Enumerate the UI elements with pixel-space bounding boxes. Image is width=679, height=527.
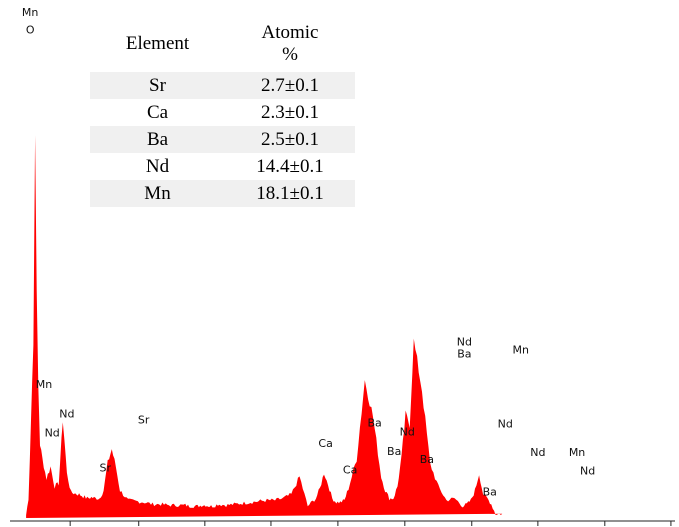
peak-label: Ca (318, 437, 332, 450)
peak-label: Ba (457, 348, 471, 361)
table-row: Sr 2.7±0.1 (90, 72, 355, 99)
cell-element: Mn (90, 180, 225, 207)
peak-label: Sr (99, 462, 111, 475)
peak-label: Ba (387, 445, 401, 458)
peak-label: Mn (22, 6, 38, 19)
table-row: Nd 14.4±0.1 (90, 153, 355, 180)
peak-label: Nd (400, 425, 415, 438)
peak-label: Ca (343, 464, 357, 477)
peak-label: Mn (36, 378, 52, 391)
header-atomic-line1: Atomic (261, 22, 319, 43)
table-row: Mn 18.1±0.1 (90, 180, 355, 207)
cell-atomic-percent: 2.5±0.1 (225, 126, 355, 153)
peak-label: Nd (457, 336, 472, 349)
peak-label: Mn (569, 446, 585, 459)
header-atomic-percent: Atomic % (225, 22, 355, 72)
peak-label: Sr (138, 414, 150, 427)
peak-label: Ba (483, 485, 497, 498)
table-row: Ca 2.3±0.1 (90, 99, 355, 126)
peak-label: Mn (512, 344, 528, 357)
table-header-row: Element Atomic % (90, 22, 355, 72)
table-row: Ba 2.5±0.1 (90, 126, 355, 153)
peak-label: Nd (45, 426, 60, 439)
cell-element: Ca (146, 101, 169, 123)
peak-label: Nd (580, 465, 595, 478)
peak-label: Nd (59, 408, 74, 421)
peak-label: Ba (367, 416, 381, 429)
cell-atomic-percent: 2.3±0.1 (261, 101, 319, 123)
header-atomic-line2: % (282, 44, 298, 65)
x-axis-ticks (69, 521, 672, 526)
cell-atomic-percent: 2.7±0.1 (225, 72, 355, 99)
cell-atomic-percent: 14.4±0.1 (256, 155, 324, 177)
cell-element: Sr (90, 72, 225, 99)
composition-table: Element Atomic % Sr 2.7±0.1 Ca 2.3±0.1 B… (90, 22, 355, 207)
peak-label: Nd (498, 417, 513, 430)
header-element: Element (125, 33, 190, 54)
peak-label: O (26, 24, 35, 37)
cell-element: Ba (90, 126, 225, 153)
peak-label: Nd (530, 446, 545, 459)
peak-label: Ba (420, 453, 434, 466)
cell-element: Nd (145, 155, 170, 177)
cell-atomic-percent: 18.1±0.1 (225, 180, 355, 207)
